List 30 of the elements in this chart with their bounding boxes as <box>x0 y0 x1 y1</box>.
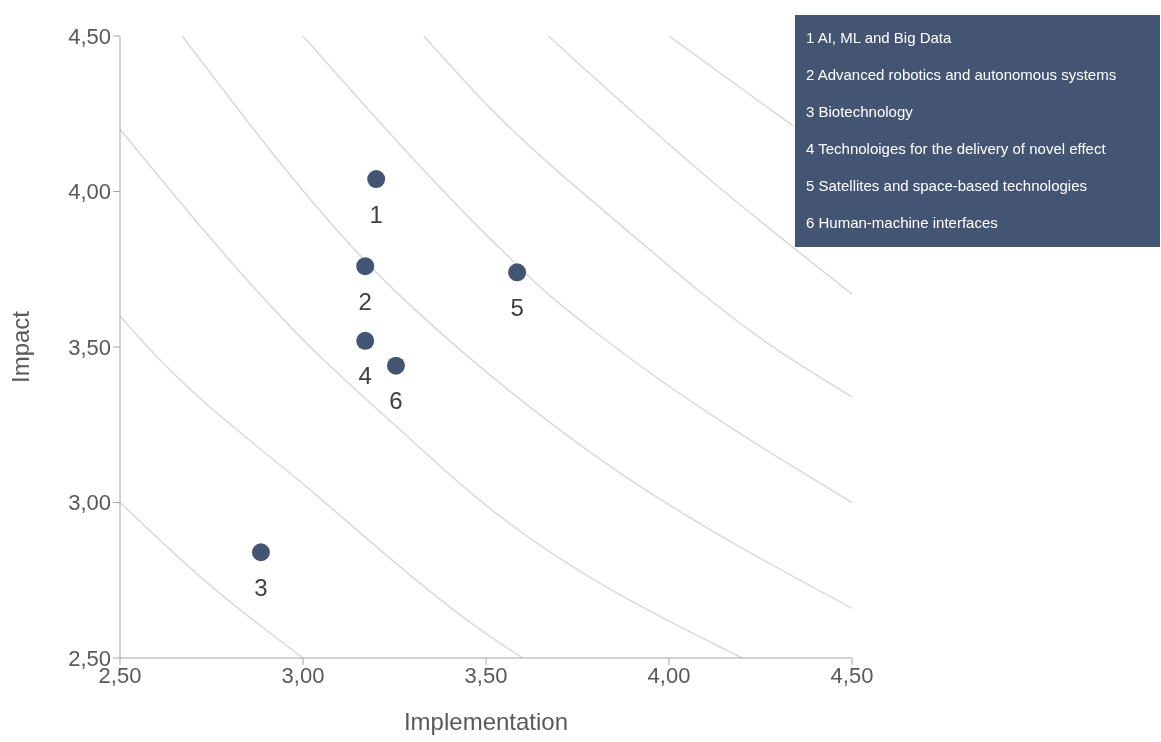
line-series <box>120 128 743 658</box>
y-axis-title: Impact <box>6 310 34 384</box>
annotation: 1 AI, ML and Big Data <box>805 28 953 48</box>
annotation: 4 Technoloiges for the delivery of novel effect <box>805 139 1107 159</box>
line-series <box>120 315 524 658</box>
x-tick-label: 3,00 <box>281 662 325 688</box>
series-label: 4 <box>358 362 372 390</box>
x-tick-label: 3,50 <box>464 662 508 688</box>
annotation: 3 Biotechnology <box>805 102 914 122</box>
point <box>251 543 270 562</box>
x-tick-label: 4,50 <box>830 662 874 688</box>
x-axis-title: Implementation <box>403 708 569 735</box>
y-tick-label: 4,00 <box>68 179 111 205</box>
annotation: 5 Satellites and space-based technologies <box>805 176 1089 196</box>
y-tick-label: 3,00 <box>68 490 111 516</box>
series-label: 1 <box>369 200 383 228</box>
y-tick-label: 3,50 <box>68 334 111 360</box>
series-label: 5 <box>510 293 524 321</box>
series-label: 3 <box>254 573 268 601</box>
series-label: 6 <box>389 387 403 415</box>
point <box>356 257 375 276</box>
series-label: 2 <box>358 287 372 315</box>
point <box>508 263 527 282</box>
point <box>356 331 375 350</box>
point <box>386 356 405 375</box>
point <box>367 170 386 189</box>
x-tick-label: 4,00 <box>647 662 691 688</box>
annotation: 2 Advanced robotics and autonomous systems <box>805 65 1118 85</box>
annotation: 6 Human-machine interfaces <box>805 213 999 233</box>
y-tick-label: 4,50 <box>68 23 111 49</box>
